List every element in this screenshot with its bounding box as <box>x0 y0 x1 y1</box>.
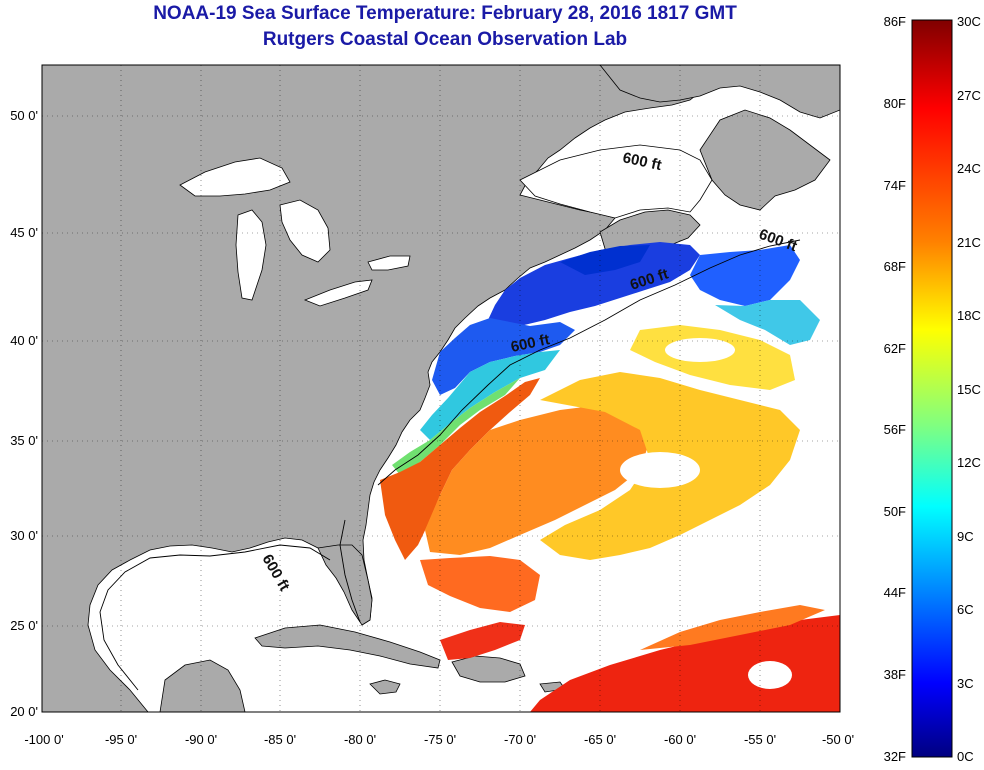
colorbar-c-label: 24C <box>957 161 981 176</box>
lon-tick-label: -95 0' <box>105 732 137 747</box>
hispaniola-land <box>451 655 526 683</box>
grid-lines <box>42 65 840 712</box>
labrador-land <box>599 65 840 119</box>
colorbar-f-label: 32F <box>884 749 906 764</box>
colorbar-c-labels: 30C 27C 24C 21C 18C 15C 12C 9C 6C 3C 0C <box>957 14 981 764</box>
florida-land <box>317 544 373 626</box>
lat-tick-label: 50 0' <box>10 108 38 123</box>
gulf-st-lawrence <box>519 144 713 219</box>
colorbar-f-label: 68F <box>884 259 906 274</box>
sst-sargasso-orange <box>640 605 825 650</box>
sst-slope-cyan <box>715 300 820 345</box>
colorbar-c-label: 30C <box>957 14 981 29</box>
colorbar-f-label: 56F <box>884 422 906 437</box>
lon-tick-label: -60 0' <box>664 732 696 747</box>
sst-shelf-blue <box>432 318 575 395</box>
colorbar-f-label: 50F <box>884 504 906 519</box>
lon-axis: -100 0' -95 0' -90 0' -85 0' -80 0' -75 … <box>24 732 854 747</box>
sst-shelf-green <box>392 378 520 475</box>
colorbar-c-label: 6C <box>957 602 974 617</box>
yucatan-land <box>159 659 246 712</box>
sst-warm-south <box>420 556 540 612</box>
lake-erie <box>303 279 373 307</box>
colorbar-f-label: 74F <box>884 178 906 193</box>
lake-huron <box>279 199 331 263</box>
lat-tick-label: 45 0' <box>10 225 38 240</box>
isobath-600ft-florida <box>339 519 361 623</box>
map-subtitle: Rutgers Coastal Ocean Observation Lab <box>262 29 628 50</box>
sst-gulf-stream <box>380 378 540 560</box>
lat-tick-label: 20 0' <box>10 704 38 719</box>
colorbar-c-label: 15C <box>957 382 981 397</box>
jamaica-land <box>369 679 401 695</box>
lon-tick-label: -65 0' <box>584 732 616 747</box>
newfoundland-land <box>699 109 831 211</box>
nodata-patch <box>665 338 735 362</box>
lat-tick-label: 25 0' <box>10 618 38 633</box>
sst-cold-patch <box>560 245 650 275</box>
plot-frame <box>41 64 841 713</box>
lat-tick-label: 30 0' <box>10 528 38 543</box>
lat-tick-label: 35 0' <box>10 433 38 448</box>
lon-tick-label: -55 0' <box>744 732 776 747</box>
sst-cold-north <box>488 242 700 330</box>
lat-axis: 50 0' 45 0' 40 0' 35 0' 30 0' 25 0' 20 0… <box>10 108 38 719</box>
lon-tick-label: -75 0' <box>424 732 456 747</box>
lon-tick-label: -85 0' <box>264 732 296 747</box>
lon-tick-label: -50 0' <box>822 732 854 747</box>
sst-warm-orange <box>425 405 650 555</box>
lake-superior <box>179 157 291 197</box>
lon-tick-label: -80 0' <box>344 732 376 747</box>
colorbar-c-label: 0C <box>957 749 974 764</box>
lake-ontario <box>367 255 411 271</box>
lon-tick-label: -100 0' <box>24 732 63 747</box>
colorbar-c-label: 21C <box>957 235 981 250</box>
colorbar-c-label: 12C <box>957 455 981 470</box>
colorbar-c-label: 3C <box>957 676 974 691</box>
colorbar-f-label: 44F <box>884 585 906 600</box>
colorbar-f-labels: 86F 80F 74F 68F 62F 56F 50F 44F 38F 32F <box>884 14 906 764</box>
cuba-land <box>254 624 441 669</box>
colorbar-c-label: 18C <box>957 308 981 323</box>
nodata-patch <box>620 452 700 488</box>
map-title: NOAA-19 Sea Surface Temperature: Februar… <box>153 3 737 24</box>
colorbar-c-label: 27C <box>957 88 981 103</box>
colorbar <box>911 19 953 758</box>
sst-cold-east <box>690 245 800 306</box>
sst-bahamas-red <box>440 622 525 660</box>
isobath-600ft-line <box>377 239 801 486</box>
lake-michigan <box>235 209 267 301</box>
lat-tick-label: 40 0' <box>10 333 38 348</box>
lon-tick-label: -70 0' <box>504 732 536 747</box>
colorbar-c-label: 9C <box>957 529 974 544</box>
nodata-patch <box>748 661 792 689</box>
colorbar-f-label: 86F <box>884 14 906 29</box>
colorbar-f-label: 62F <box>884 341 906 356</box>
nodata-patch <box>660 534 780 586</box>
lon-tick-label: -90 0' <box>185 732 217 747</box>
colorbar-f-label: 80F <box>884 96 906 111</box>
colorbar-f-label: 38F <box>884 667 906 682</box>
